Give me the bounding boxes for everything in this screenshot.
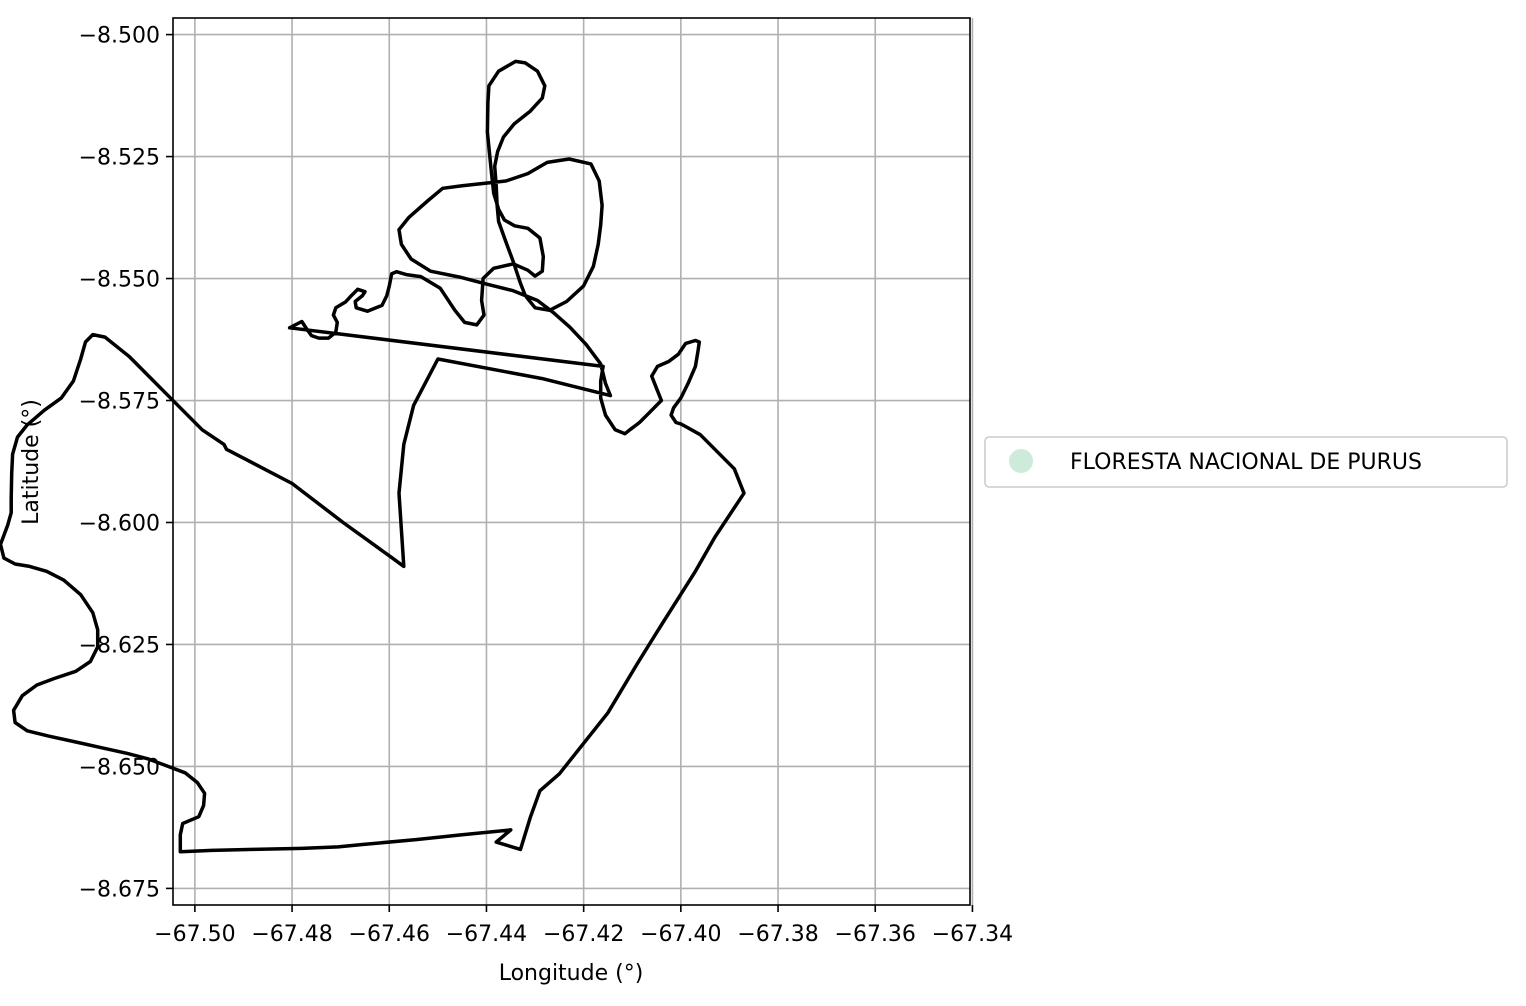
legend-box	[984, 436, 1508, 488]
y-tick-label: −8.625	[79, 633, 160, 658]
y-tick-label: −8.525	[79, 146, 160, 171]
x-tick-label: −67.48	[251, 922, 332, 947]
y-tick-label: −8.575	[79, 390, 160, 415]
y-axis-label: Latitude (°)	[19, 399, 44, 525]
x-axis-label: Longitude (°)	[499, 961, 644, 986]
x-axis-ticks: −67.50 −67.48 −67.46 −67.44 −67.42 −67.40 −67.…	[154, 905, 1013, 947]
x-tick-label: −67.46	[349, 922, 430, 947]
x-tick-label: −67.38	[737, 922, 818, 947]
y-tick-label: −8.650	[79, 755, 160, 780]
x-tick-label: −67.50	[154, 922, 235, 947]
legend: FLORESTA NACIONAL DE PURUS	[984, 436, 1508, 488]
y-tick-label: −8.550	[79, 268, 160, 293]
y-axis-ticks: −8.500 −8.525 −8.550 −8.575 −8.600 −8.625 −8.6…	[79, 24, 173, 902]
y-tick-label: −8.675	[79, 877, 160, 902]
y-tick-label: −8.500	[79, 24, 160, 49]
grid-lines	[173, 18, 974, 905]
x-tick-label: −67.34	[932, 922, 1013, 947]
axes-frame	[172, 17, 971, 906]
floresta-nacional-de-purus-boundary	[0, 59, 746, 854]
legend-label: FLORESTA NACIONAL DE PURUS	[1070, 450, 1422, 475]
legend-marker	[1009, 449, 1033, 473]
x-tick-label: −67.42	[543, 922, 624, 947]
x-tick-label: −67.40	[640, 922, 721, 947]
x-tick-label: −67.36	[835, 922, 916, 947]
y-tick-label: −8.600	[79, 511, 160, 536]
x-tick-label: −67.44	[446, 922, 527, 947]
